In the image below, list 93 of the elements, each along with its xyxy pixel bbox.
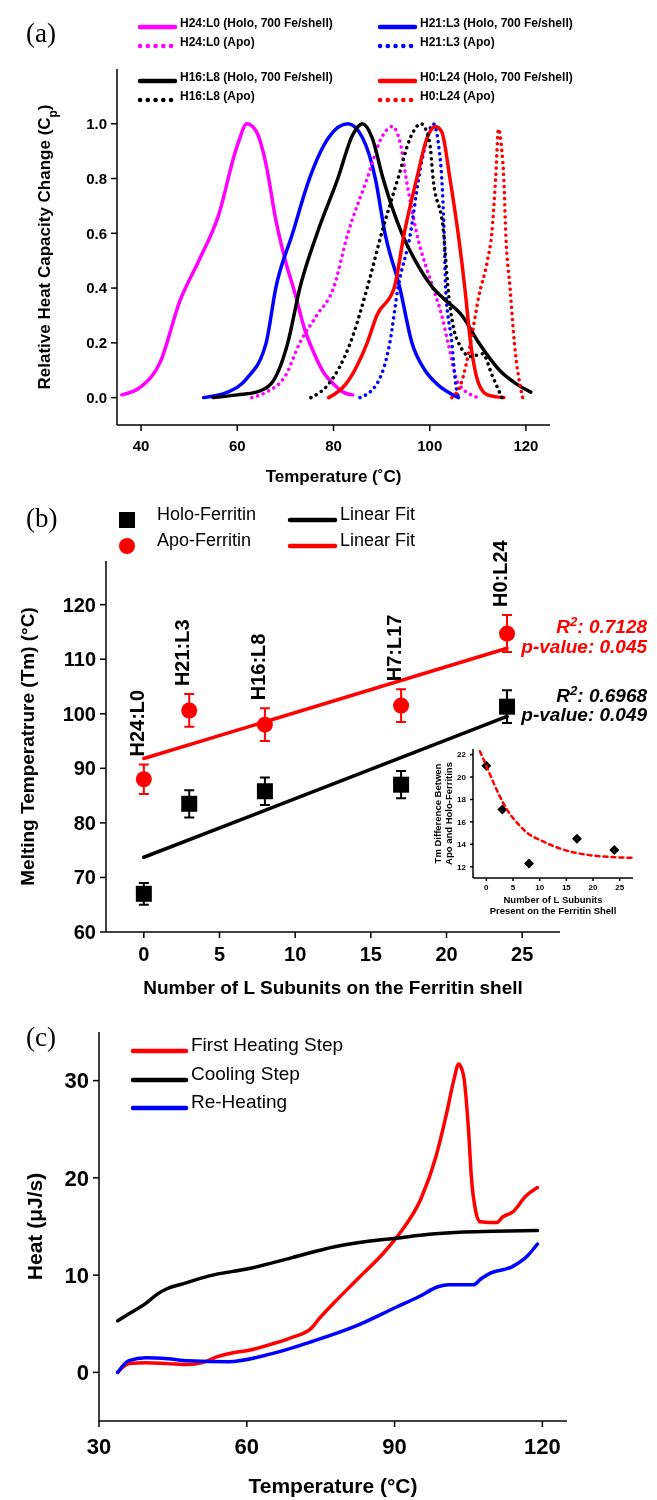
annotation: H24:L0 bbox=[125, 689, 148, 757]
point bbox=[181, 795, 198, 812]
point bbox=[393, 776, 410, 793]
y-tick-label: 12 bbox=[457, 862, 467, 872]
legend-label: H16:L8 (Holo, 700 Fe/shell) bbox=[180, 70, 333, 84]
legend-label: Holo-Ferritin bbox=[157, 504, 257, 524]
point bbox=[497, 804, 508, 815]
y-tick-label: 14 bbox=[457, 840, 467, 850]
x-axis-title: Temperature (°C) bbox=[248, 1474, 418, 1497]
annotation: p-value: 0.049 bbox=[520, 704, 648, 726]
y-tick-label: 110 bbox=[63, 648, 96, 671]
y-tick-label: 16 bbox=[457, 817, 467, 827]
x-axis-title: Temperature (˚C) bbox=[265, 467, 402, 486]
line-series bbox=[115, 1228, 540, 1323]
y-tick-label: 120 bbox=[62, 593, 96, 616]
x-tick-label: 5 bbox=[510, 883, 516, 892]
point bbox=[135, 885, 152, 902]
legend-label: H24:L0 (Apo) bbox=[180, 35, 255, 49]
y-tick-label: 100 bbox=[62, 702, 96, 725]
point bbox=[499, 625, 516, 642]
x-tick-label: 10 bbox=[284, 943, 307, 965]
annotation: R$^{2}$: 0.6968 bbox=[556, 682, 648, 706]
point bbox=[524, 858, 534, 869]
point bbox=[256, 783, 273, 800]
legend-label: H0:L24 (Holo, 700 Fe/shell) bbox=[420, 70, 573, 84]
x-tick-label: 0 bbox=[138, 943, 150, 965]
x-tick-label: 80 bbox=[325, 437, 342, 454]
legend-label: Cooling Step bbox=[191, 1063, 300, 1084]
point bbox=[393, 697, 410, 714]
x-tick-label: 10 bbox=[535, 883, 545, 892]
y-tick-label: 0.6 bbox=[86, 224, 107, 242]
point bbox=[135, 771, 152, 788]
annotation: R$^{2}$: 0.7128 bbox=[556, 613, 648, 638]
annotation: H16:L8 bbox=[246, 633, 269, 701]
x-tick-label: 100 bbox=[417, 437, 443, 454]
x-tick-label: 25 bbox=[615, 883, 625, 892]
y-tick-label: 0 bbox=[76, 1360, 89, 1386]
y-tick-label: 30 bbox=[64, 1068, 89, 1094]
y-tick-label: 20 bbox=[457, 772, 467, 782]
y-axis-title: Tm Difference Betwen Apo and Holo-Ferritins bbox=[432, 762, 455, 865]
point bbox=[181, 702, 198, 719]
x-axis-title: Number of L Subunits Present on the Ferritin Shell bbox=[489, 894, 617, 917]
x-axis-title: Number of L Subunits on the Ferritin shell bbox=[143, 977, 523, 998]
x-tick-label: 20 bbox=[588, 883, 598, 892]
x-tick-label: 120 bbox=[513, 437, 539, 454]
x-tick-label: 60 bbox=[228, 437, 246, 454]
legend-label: Linear Fit bbox=[340, 504, 416, 524]
x-tick-label: 5 bbox=[213, 943, 226, 965]
y-axis-title: Melting Temperatrure (Tm) (°C) bbox=[17, 607, 38, 886]
annotation: H21:L3 bbox=[171, 619, 194, 687]
x-tick-label: 90 bbox=[382, 1434, 407, 1459]
x-tick-label: 25 bbox=[511, 943, 534, 965]
annotation: p-value: 0.045 bbox=[520, 636, 648, 658]
chart-title: (c) bbox=[26, 1022, 56, 1052]
y-tick-label: 18 bbox=[457, 795, 467, 805]
x-tick-label: 120 bbox=[524, 1434, 561, 1459]
y-tick-label: 20 bbox=[64, 1165, 89, 1191]
annotation: H7:L17 bbox=[383, 614, 406, 682]
y-tick-label: 22 bbox=[457, 750, 467, 760]
y-tick-label: 70 bbox=[73, 866, 96, 889]
y-tick-label: 10 bbox=[64, 1262, 89, 1288]
x-tick-label: 60 bbox=[234, 1434, 260, 1459]
y-tick-label: 60 bbox=[73, 921, 96, 943]
annotation: H0:L24 bbox=[489, 539, 512, 608]
legend-label: First Heating Step bbox=[191, 1034, 344, 1055]
x-tick-label: 15 bbox=[359, 943, 382, 965]
chart-title: (b) bbox=[26, 503, 58, 533]
y-tick-label: 1.0 bbox=[86, 115, 107, 133]
y-tick-label: 0.2 bbox=[86, 334, 107, 352]
y-tick-label: 80 bbox=[73, 811, 96, 834]
legend-label: Re-Heating bbox=[191, 1091, 288, 1112]
point bbox=[609, 844, 620, 855]
y-tick-label: 0.0 bbox=[86, 388, 107, 406]
legend-label: H21:L3 (Holo, 700 Fe/shell) bbox=[420, 16, 573, 30]
legend-label: Apo-Ferritin bbox=[157, 530, 252, 550]
legend-label: H21:L3 (Apo) bbox=[420, 35, 495, 49]
line-series bbox=[211, 122, 533, 400]
legend-label: Linear Fit bbox=[340, 530, 416, 550]
point bbox=[572, 833, 582, 844]
x-tick-label: 15 bbox=[561, 883, 572, 892]
y-tick-label: 90 bbox=[73, 757, 96, 780]
y-axis-title: Heat (μJ/s) bbox=[23, 1172, 46, 1281]
y-tick-label: 0.4 bbox=[86, 279, 108, 297]
y-tick-label: 0.8 bbox=[86, 169, 107, 187]
line-series bbox=[478, 749, 635, 860]
x-tick-label: 40 bbox=[132, 437, 150, 454]
point bbox=[499, 698, 516, 715]
legend-label: H16:L8 (Apo) bbox=[180, 89, 255, 103]
line-series bbox=[115, 1242, 540, 1375]
chart-title: (a) bbox=[26, 18, 56, 48]
x-tick-label: 0 bbox=[484, 883, 490, 892]
legend-label: H0:L24 (Apo) bbox=[420, 89, 495, 103]
legend-label: H24:L0 (Holo, 700 Fe/shell) bbox=[180, 16, 333, 30]
